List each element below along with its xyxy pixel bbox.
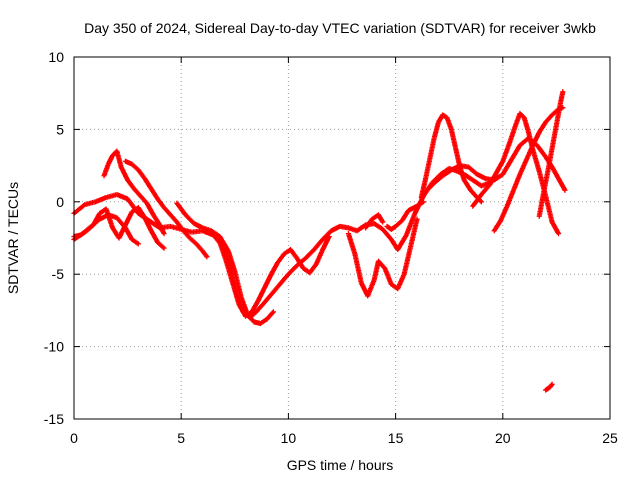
series-track: [101, 148, 167, 237]
plot-frame: [73, 56, 611, 420]
x-tick-label: 10: [281, 430, 297, 446]
series-markers: [491, 105, 566, 234]
series-track: [362, 212, 386, 231]
series-markers: [470, 110, 562, 237]
x-tick-label: 15: [388, 430, 404, 446]
series-markers: [122, 158, 210, 260]
x-axis-label: GPS time / hours: [287, 457, 394, 473]
series-markers: [543, 381, 555, 393]
x-tick-label: 5: [177, 430, 185, 446]
grid-layer: [74, 57, 610, 419]
series-track: [536, 89, 566, 219]
series-markers: [217, 233, 332, 319]
series-track: [423, 135, 568, 195]
series-track: [470, 110, 562, 237]
series-track: [122, 158, 210, 260]
y-tick-label: -15: [44, 411, 64, 427]
series-markers: [423, 135, 568, 195]
series-markers: [384, 199, 427, 232]
axis-ticks: 0 5 10 15 20 25 -15 -10 -5 0 5 10: [44, 49, 618, 446]
series-track: [543, 381, 555, 393]
series-track: [345, 216, 420, 299]
x-tick-label: 0: [70, 430, 78, 446]
series-markers: [418, 112, 484, 205]
y-tick-label: 0: [56, 194, 64, 210]
data-marks: [71, 89, 568, 393]
x-tick-label: 25: [602, 430, 618, 446]
y-axis-label: SDTVAR / TECUs: [5, 182, 21, 294]
series-markers: [362, 212, 386, 231]
y-tick-label: 10: [48, 49, 64, 65]
series-markers: [345, 216, 420, 299]
series-track: [384, 199, 427, 232]
series-track: [217, 233, 332, 319]
y-tick-label: -10: [44, 339, 64, 355]
series-track: [491, 105, 566, 234]
x-tick-label: 20: [495, 430, 511, 446]
y-tick-label: -5: [52, 266, 65, 282]
chart-title: Day 350 of 2024, Sidereal Day-to-day VTE…: [84, 20, 596, 36]
series-markers: [101, 148, 167, 237]
series-track: [418, 112, 484, 205]
series-markers: [536, 89, 566, 219]
y-tick-label: 5: [56, 121, 64, 137]
